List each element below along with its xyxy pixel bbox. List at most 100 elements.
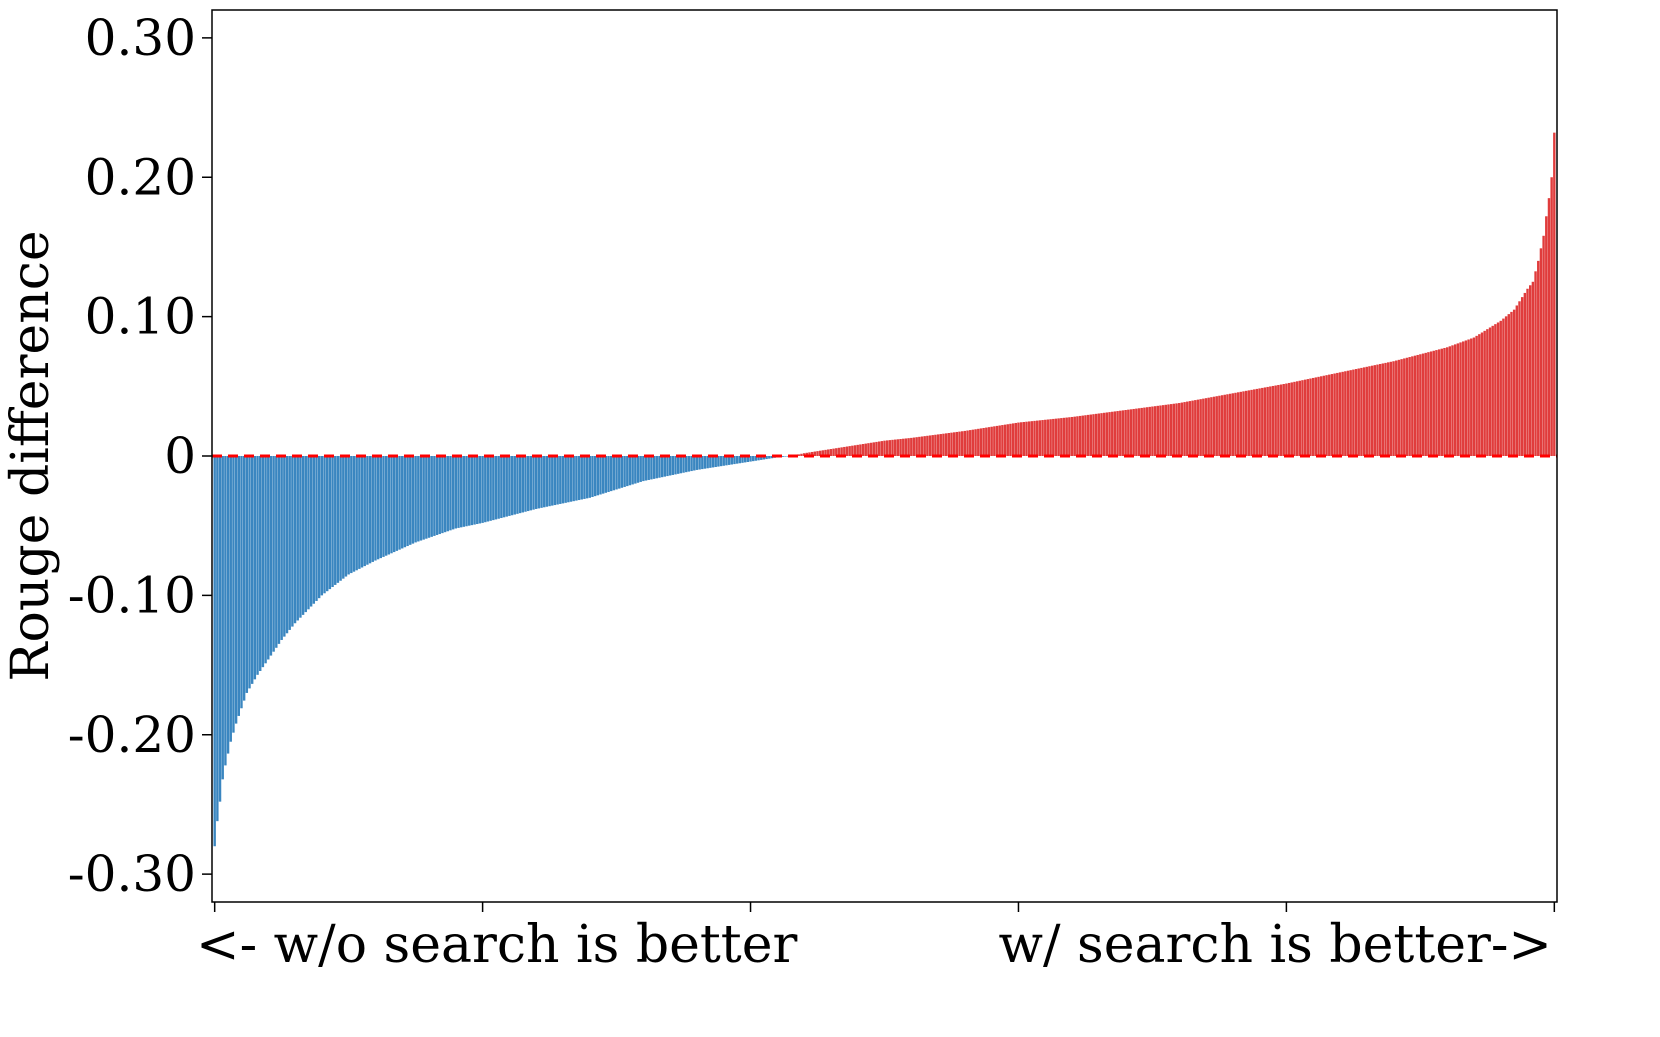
bar (722, 456, 725, 466)
bar (955, 431, 959, 456)
bar (1049, 419, 1052, 456)
bar (1279, 384, 1283, 456)
bar (1346, 370, 1350, 456)
bar (500, 456, 503, 519)
bar (990, 426, 993, 456)
bar (1502, 318, 1505, 456)
bar (1443, 347, 1446, 456)
bar (1483, 330, 1486, 456)
bar (317, 456, 321, 599)
bar (618, 456, 621, 489)
bar (1456, 343, 1460, 456)
bar (575, 456, 578, 501)
bar (971, 429, 975, 456)
x-caption-right: w/ search is better-> (999, 915, 1553, 975)
bar (979, 428, 983, 456)
bar (462, 456, 466, 527)
bar (888, 440, 892, 456)
bar (1167, 404, 1170, 456)
bar (757, 456, 760, 461)
bar (733, 456, 736, 465)
bar (904, 438, 908, 456)
bar (944, 433, 948, 456)
bar (711, 456, 715, 468)
bar (430, 456, 433, 537)
bar (521, 456, 525, 513)
bar (1384, 362, 1387, 456)
bar (350, 456, 353, 574)
bar (1370, 365, 1374, 456)
bar (907, 438, 910, 456)
bar (634, 456, 637, 484)
bar (1290, 382, 1293, 456)
bar (409, 456, 412, 545)
bar (987, 427, 991, 456)
bar (320, 456, 324, 596)
bar (601, 456, 605, 494)
bar (387, 456, 391, 555)
bar (1159, 405, 1162, 456)
bar (398, 456, 401, 550)
bar (567, 456, 570, 503)
bar (727, 456, 731, 465)
bar (326, 456, 329, 592)
bar (620, 456, 624, 488)
bar (1153, 406, 1157, 456)
bar (1389, 361, 1393, 456)
bar (668, 456, 672, 476)
bar (701, 456, 704, 470)
bar (1019, 422, 1023, 456)
bar (392, 456, 396, 553)
bar (1253, 389, 1256, 456)
bar (754, 456, 758, 461)
bar (307, 456, 310, 610)
bar (730, 456, 733, 465)
bar (272, 456, 275, 652)
bar (1534, 271, 1537, 456)
bar (374, 456, 377, 561)
bar (1218, 395, 1221, 456)
bar (414, 456, 417, 543)
bar (454, 456, 458, 529)
bar (1322, 375, 1326, 456)
bar (253, 456, 257, 680)
bar (551, 456, 554, 506)
bar (615, 456, 618, 490)
bar (291, 456, 294, 627)
bar (569, 456, 573, 502)
bar (216, 456, 219, 822)
bar (647, 456, 650, 480)
bar (537, 456, 541, 509)
bar (360, 456, 364, 568)
bar (835, 448, 838, 456)
bar (875, 441, 878, 456)
bar (861, 444, 865, 456)
bar (564, 456, 567, 503)
bar (1105, 412, 1109, 456)
bar (352, 456, 356, 572)
bar (974, 429, 977, 456)
bar (1145, 407, 1149, 456)
bar (1545, 216, 1548, 456)
bar (1258, 388, 1261, 456)
bar (1325, 375, 1328, 456)
bar (1354, 369, 1358, 456)
bar (706, 456, 709, 469)
bar (1003, 424, 1007, 456)
bar (867, 443, 870, 456)
bar (936, 434, 940, 456)
bars-group (213, 132, 1556, 847)
bar (1011, 423, 1015, 456)
bar (1314, 377, 1318, 456)
bar (853, 445, 857, 456)
bar (229, 456, 232, 742)
bar (1480, 332, 1484, 456)
bar (585, 456, 589, 499)
bar (213, 456, 216, 847)
bar (977, 428, 980, 456)
bar (1113, 411, 1117, 456)
bar (829, 449, 833, 456)
bar (221, 456, 224, 780)
bar (1330, 374, 1334, 456)
bar (384, 456, 388, 556)
